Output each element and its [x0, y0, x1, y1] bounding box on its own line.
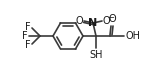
Text: N: N [88, 18, 98, 28]
Text: F: F [22, 31, 28, 41]
Text: −: − [108, 13, 114, 23]
Text: SH: SH [89, 50, 103, 60]
Text: F: F [25, 23, 31, 32]
Text: OH: OH [125, 31, 140, 41]
Text: O: O [102, 16, 110, 26]
Text: O: O [75, 16, 83, 26]
Text: F: F [25, 40, 31, 50]
Text: O: O [108, 14, 116, 25]
